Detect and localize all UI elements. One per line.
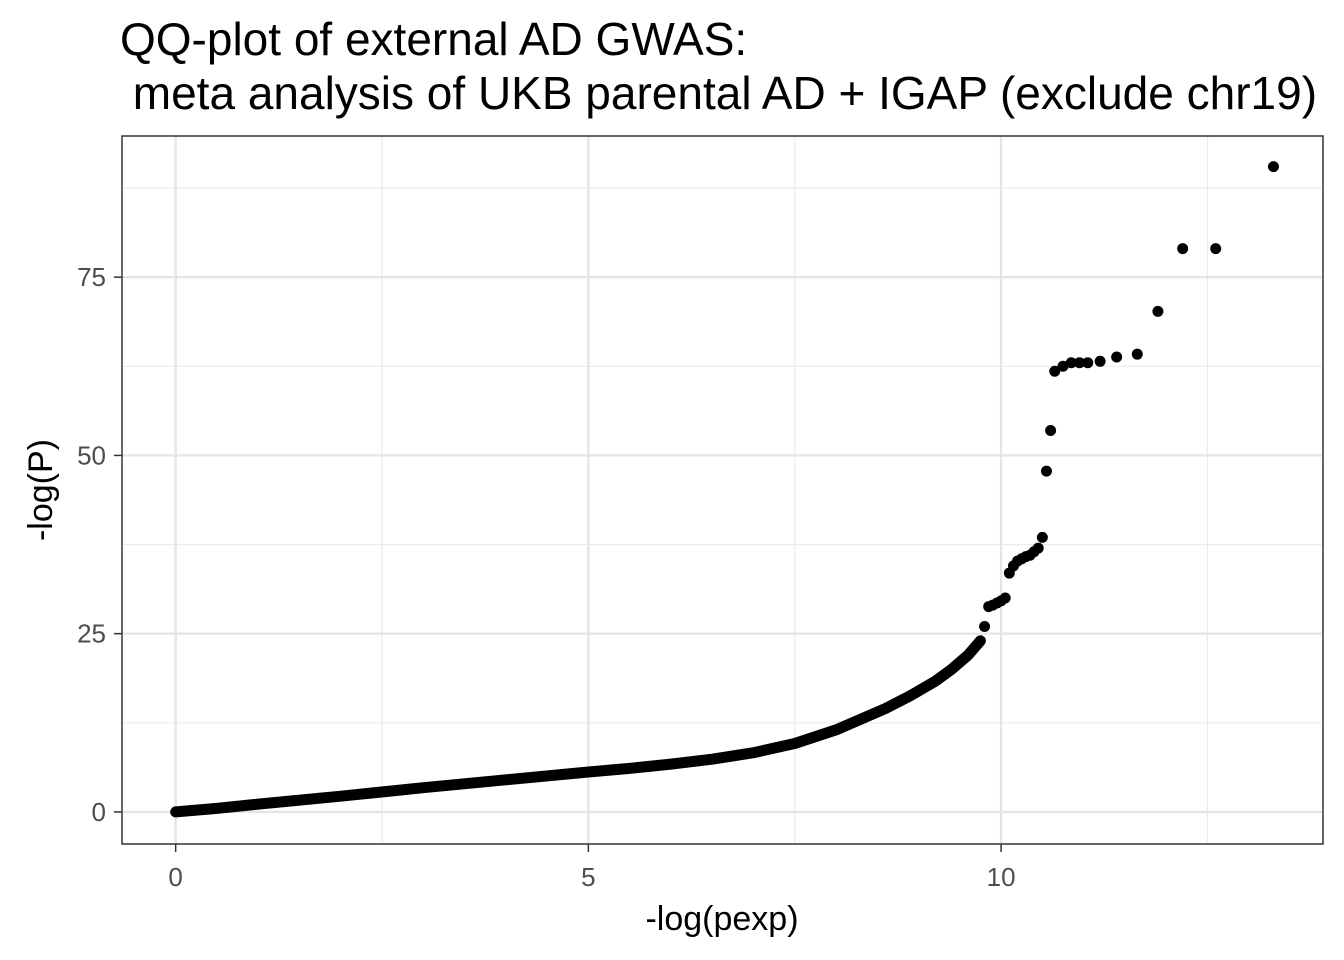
data-point	[1152, 305, 1164, 317]
data-point	[1049, 365, 1061, 377]
panel-background	[122, 136, 1323, 844]
data-point	[1131, 348, 1143, 360]
data-points	[170, 161, 1279, 818]
y-tick-label: 75	[77, 262, 106, 292]
data-point	[1177, 243, 1189, 255]
data-point	[1057, 360, 1069, 372]
data-point	[1073, 357, 1085, 369]
chart-title-line-1: QQ-plot of external AD GWAS:	[120, 13, 748, 65]
y-tick-label: 25	[77, 619, 106, 649]
data-point	[1065, 357, 1077, 369]
data-point	[1082, 357, 1094, 369]
x-tick-label: 10	[987, 862, 1016, 892]
dense-point-band	[170, 635, 986, 818]
chart-title-line-2: meta analysis of UKB parental AD + IGAP …	[120, 67, 1318, 119]
data-point	[1045, 424, 1057, 436]
data-point	[1032, 542, 1044, 554]
y-tick-label: 0	[92, 797, 106, 827]
y-axis-title: -log(P)	[22, 439, 60, 541]
data-point	[1094, 355, 1106, 367]
x-tick-label: 0	[168, 862, 182, 892]
data-point	[979, 621, 991, 633]
axes: 0 5 10 0 25 50 75	[77, 262, 1015, 892]
data-point	[999, 592, 1011, 604]
grid	[122, 136, 1323, 844]
data-point	[1111, 351, 1123, 363]
y-tick-label: 50	[77, 440, 106, 470]
panel-border	[121, 135, 1324, 845]
data-point	[1267, 161, 1279, 173]
x-tick-label: 5	[581, 862, 595, 892]
x-axis-title: -log(pexp)	[645, 900, 798, 938]
data-point	[1036, 531, 1048, 543]
data-point	[1210, 243, 1222, 255]
data-point	[1040, 465, 1052, 477]
